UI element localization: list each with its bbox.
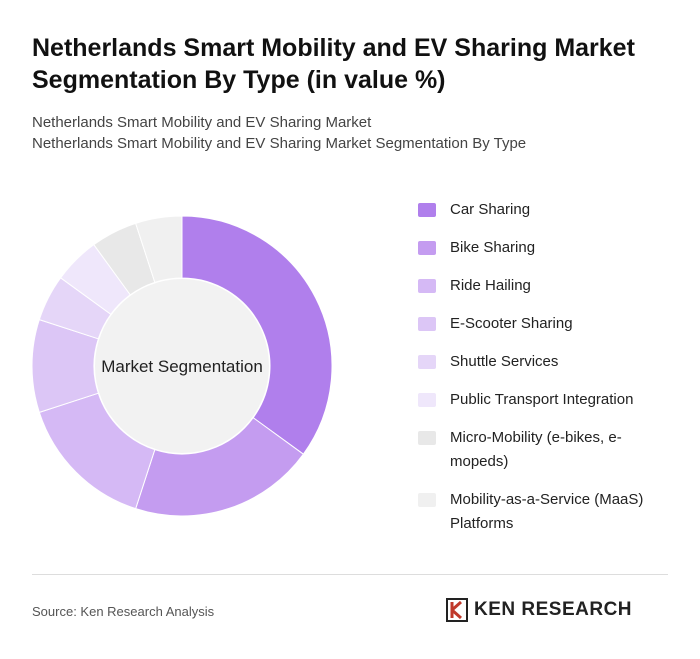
legend: Car Sharing Bike Sharing Ride Hailing E-Sco… — [418, 198, 668, 550]
legend-item: Shuttle Services — [418, 350, 668, 374]
legend-item: Mobility-as-a-Service (MaaS) Platforms — [418, 488, 668, 536]
chart-title: Netherlands Smart Mobility and EV Sharin… — [32, 34, 635, 94]
legend-item: Ride Hailing — [418, 274, 668, 298]
legend-label: Mobility-as-a-Service (MaaS) Platforms — [450, 491, 644, 532]
legend-swatch — [418, 355, 436, 369]
legend-label: Car Sharing — [450, 201, 531, 218]
legend-item: Public Transport Integration — [418, 388, 668, 412]
legend-swatch — [418, 241, 436, 255]
legend-label: Micro-Mobility (e-bikes, e-mopeds) — [450, 429, 622, 470]
donut-slice — [135, 215, 183, 283]
legend-swatch — [418, 279, 436, 293]
donut-chart: Market Segmentation — [31, 215, 333, 517]
source: Source: Ken Research Analysis — [32, 604, 215, 619]
legend-label: Bike Sharing — [450, 239, 536, 256]
legend-swatch — [418, 393, 436, 407]
legend-item: Bike Sharing — [418, 236, 668, 260]
divider — [32, 574, 668, 575]
legend-swatch — [418, 317, 436, 331]
donut-hole — [95, 279, 269, 453]
legend-item: Micro-Mobility (e-bikes, e-mopeds) — [418, 426, 668, 474]
logo-icon — [446, 598, 468, 622]
donut-slice — [181, 215, 333, 455]
subtitle: Netherlands Smart Mobility and EV Sharin… — [32, 135, 527, 152]
center-label: Market Segmentation — [101, 357, 263, 376]
brand: KEN RESEARCH — [474, 599, 633, 620]
legend-swatch — [418, 203, 436, 217]
legend-swatch — [418, 493, 436, 507]
legend-item: E-Scooter Sharing — [418, 312, 668, 336]
legend-label: E-Scooter Sharing — [450, 315, 573, 332]
legend-label: Public Transport Integration — [450, 391, 634, 408]
legend-label: Ride Hailing — [450, 277, 531, 294]
legend-item: Car Sharing — [418, 198, 668, 222]
logo: KEN RESEARCH — [446, 598, 632, 622]
subtitle: Netherlands Smart Mobility and EV Sharin… — [32, 114, 372, 131]
legend-swatch — [418, 431, 436, 445]
legend-label: Shuttle Services — [450, 353, 559, 370]
